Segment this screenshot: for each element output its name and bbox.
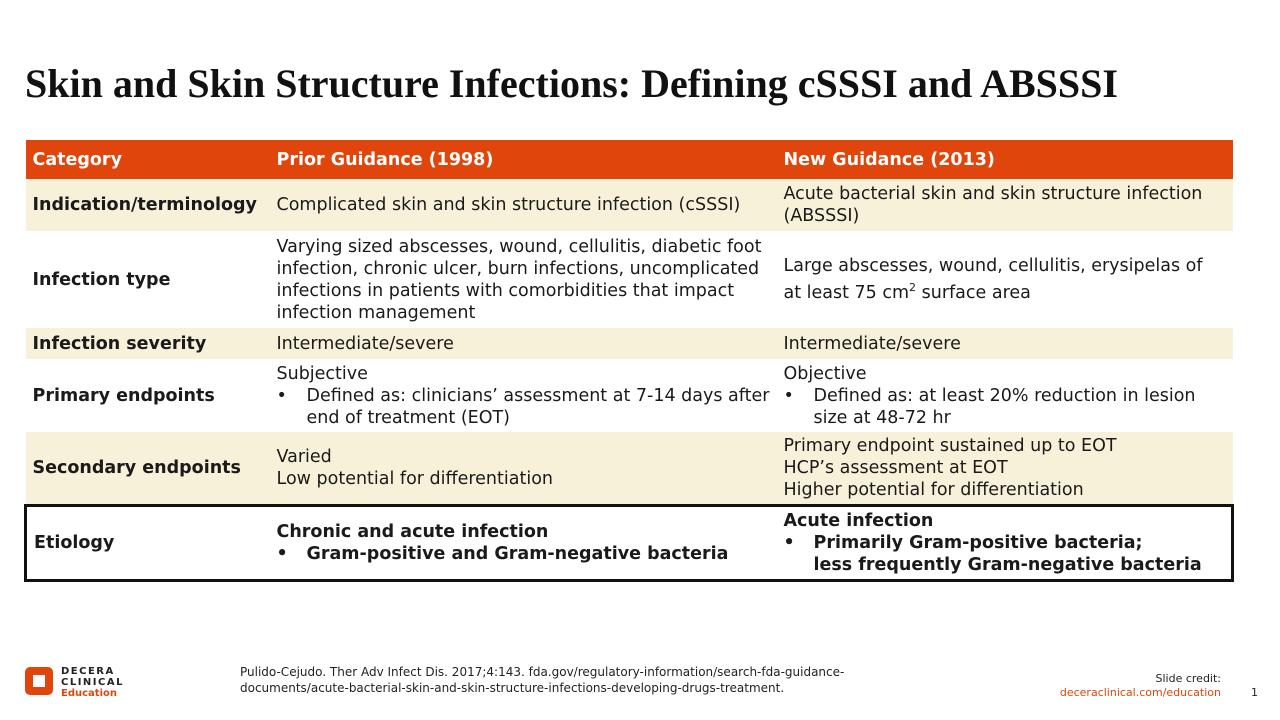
logo-line: DECERA [61,666,115,677]
row-category: Etiology [24,503,270,582]
bullet: Defined as: clinicians’ assessment at 7-… [277,385,770,429]
reference: Pulido-Cejudo. Ther Adv Infect Dis. 2017… [240,664,844,696]
table-row: Infection type Varying sized abscesses, … [26,231,1233,328]
prior-cell: Chronic and acute infectionGram-positive… [269,503,777,582]
table-row: Secondary endpoints Varied Low potential … [25,432,1233,505]
new-cell: Intermediate/severe [776,328,1233,359]
table-row: Infection severity Intermediate/severe I… [25,328,1233,359]
bullet: Primarily Gram-positive bacteria;less fr… [784,532,1225,576]
decera-logo-icon [25,667,53,695]
comparison-table: Category Prior Guidance (1998) New Guida… [24,140,1234,582]
logo-line: Education [61,688,117,699]
slide-title: Skin and Skin Structure Infections: Defi… [25,61,1118,106]
credit-link[interactable]: deceraclinical.com/education [1059,686,1221,699]
new-cell: Large abscesses, wound, cellulitis, erys… [777,231,1233,328]
text: Acute infection [783,510,934,531]
text: Subjective [276,363,368,384]
new-cell: Acute bacterial skin and skin structure … [776,179,1233,231]
text: Varied [276,446,332,467]
text: surface area [916,282,1031,303]
text: Large abscesses, wound, cellulitis, erys… [783,256,1203,303]
header-prior: Prior Guidance (1998) [269,140,777,179]
superscript: 2 [909,281,917,295]
text: Primarily Gram-positive bacteria; [813,532,1143,553]
text: Objective [783,363,867,384]
text: Primary endpoint sustained up to EOT [783,435,1117,456]
row-category: Infection type [32,269,171,290]
prior-cell: Varying sized abscesses, wound, cellulit… [276,236,762,323]
row-category: Infection severity [25,328,270,359]
row-category: Indication/terminology [25,179,270,231]
new-cell: Acute infectionPrimarily Gram-positive b… [776,503,1234,582]
reference-line: Pulido-Cejudo. Ther Adv Infect Dis. 2017… [240,665,845,679]
table-row: Indication/terminology Complicated skin … [25,179,1233,231]
header-category: Category [25,140,270,179]
row-category: Secondary endpoints [25,432,270,505]
text: less frequently Gram-negative bacteria [813,554,1202,575]
prior-cell: Intermediate/severe [269,328,777,359]
new-cell: Primary endpoint sustained up to EOT HCP’… [776,432,1233,505]
text: Higher potential for differentiation [783,479,1084,500]
logo-text: DECERA CLINICAL Education [61,666,124,699]
logo-line: CLINICAL [61,677,124,688]
header-new: New Guidance (2013) [776,140,1233,179]
slide-credit: Slide credit: deceraclinical.com/educati… [1060,672,1221,700]
table-row: Primary endpoints SubjectiveDefined as: … [26,359,1233,432]
prior-cell: Complicated skin and skin structure infe… [269,179,777,231]
prior-cell: SubjectiveDefined as: clinicians’ assess… [270,359,777,432]
table-row-highlighted: Etiology Chronic and acute infectionGram… [24,503,1234,582]
credit-label: Slide credit: [1155,672,1222,685]
page-number: 1 [1251,686,1258,699]
text: Chronic and acute infection [276,521,549,542]
prior-cell: Varied Low potential for differentiation [269,432,777,505]
new-cell: ObjectiveDefined as: at least 20% reduct… [777,359,1233,432]
table-header-row: Category Prior Guidance (1998) New Guida… [25,140,1233,179]
reference-line: documents/acute-bacterial-skin-and-skin-… [240,681,785,695]
bullet: Gram-positive and Gram-negative bacteria [277,543,770,565]
row-category: Primary endpoints [32,385,215,406]
text: HCP’s assessment at EOT [783,457,1008,478]
text: Low potential for differentiation [276,468,554,489]
bullet: Defined as: at least 20% reduction in le… [784,385,1226,429]
